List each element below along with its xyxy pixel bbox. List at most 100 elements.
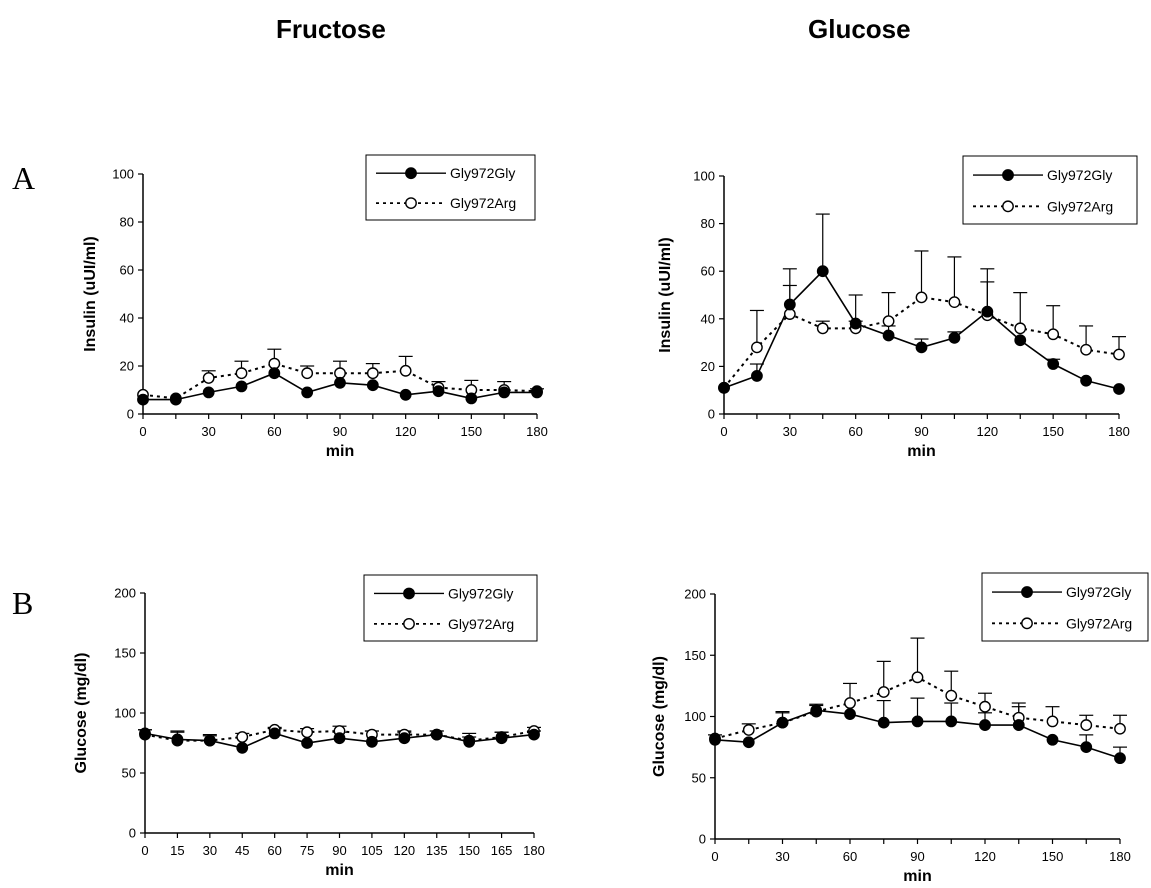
x-axis-title: min: [907, 443, 935, 460]
legend-label-gly972arg: Gly972Arg: [448, 616, 514, 632]
data-point-gly972gly: [911, 715, 924, 728]
data-point-gly972gly: [751, 370, 763, 382]
data-point-gly972gly: [399, 388, 412, 401]
x-tick-label: 150: [1042, 424, 1064, 439]
data-point-gly972gly: [202, 386, 215, 399]
column-title-glucose: Glucose: [808, 14, 911, 44]
data-point-gly972gly: [783, 298, 796, 311]
data-point-gly972gly: [1114, 752, 1126, 765]
y-tick-label: 200: [114, 586, 136, 601]
x-tick-label: 90: [910, 849, 924, 864]
x-tick-label: 150: [460, 424, 482, 439]
column-title-fructose: Fructose: [276, 14, 386, 44]
x-tick-label: 30: [203, 843, 217, 858]
data-point-gly972arg: [742, 724, 755, 736]
data-point-gly972arg: [1046, 715, 1059, 728]
data-point-gly972gly: [882, 329, 895, 342]
y-tick-label: 40: [120, 311, 134, 326]
data-point-gly972arg: [911, 671, 924, 684]
data-point-gly972gly: [334, 376, 346, 389]
legend-box: [962, 155, 1138, 225]
x-tick-label: 0: [141, 843, 148, 858]
y-tick-label: 20: [120, 359, 134, 374]
y-tick-label: 40: [701, 311, 715, 326]
x-tick-label: 15: [170, 843, 184, 858]
legend-label-gly972gly: Gly972Gly: [450, 165, 515, 181]
data-point-gly972arg: [301, 726, 313, 739]
x-tick-label: 60: [267, 843, 281, 858]
legend: Gly972Gly Gly972Arg: [363, 574, 538, 642]
legend-box: [363, 574, 538, 642]
data-point-gly972gly: [268, 727, 281, 740]
x-tick-label: 30: [775, 849, 789, 864]
x-tick-label: 180: [523, 843, 545, 858]
data-point-gly972gly: [979, 719, 991, 731]
data-point-gly972gly: [398, 732, 411, 745]
x-tick-label: 150: [1042, 849, 1064, 864]
data-point-gly972gly: [948, 331, 961, 344]
y-tick-label: 20: [701, 359, 715, 374]
legend: Gly972Gly Gly972Arg: [962, 155, 1138, 225]
legend-marker: [405, 167, 417, 180]
x-tick-label: 180: [1109, 849, 1131, 864]
data-point-gly972arg: [948, 296, 961, 309]
data-point-gly972gly: [236, 741, 249, 754]
y-tick-label: 100: [684, 709, 706, 724]
y-tick-label: 80: [120, 215, 134, 230]
data-point-gly972gly: [877, 716, 890, 729]
data-point-gly972gly: [333, 732, 346, 745]
x-tick-label: 150: [458, 843, 480, 858]
data-point-gly972gly: [709, 733, 721, 746]
y-tick-label: 0: [129, 826, 136, 841]
data-point-gly972arg: [202, 372, 215, 384]
y-tick-label: 100: [112, 167, 134, 182]
y-tick-label: 60: [701, 264, 715, 279]
data-point-gly972gly: [742, 736, 755, 749]
legend: Gly972Gly Gly972Arg: [981, 572, 1149, 642]
legend-label-gly972arg: Gly972Arg: [450, 195, 516, 211]
data-point-gly972arg: [399, 364, 412, 377]
x-axis-title: min: [325, 862, 353, 879]
y-axis-title: Glucose (mg/dl): [651, 656, 668, 777]
y-tick-label: 0: [708, 407, 715, 422]
data-point-gly972gly: [1080, 741, 1093, 754]
y-tick-label: 100: [693, 169, 715, 184]
row-label-b: B: [12, 585, 34, 621]
data-point-gly972gly: [1046, 733, 1059, 746]
data-point-gly972gly: [1080, 374, 1092, 387]
x-tick-label: 120: [393, 843, 415, 858]
data-point-gly972arg: [877, 686, 890, 698]
data-point-gly972arg: [1080, 343, 1092, 356]
data-point-gly972arg: [1113, 348, 1125, 361]
legend-label-gly972gly: Gly972Gly: [1066, 584, 1131, 600]
x-tick-label: 120: [395, 424, 417, 439]
legend-marker: [1021, 586, 1033, 598]
data-point-gly972gly: [915, 341, 928, 354]
data-point-gly972gly: [137, 393, 149, 406]
data-point-gly972gly: [1113, 383, 1125, 395]
data-point-gly972arg: [844, 697, 856, 709]
x-tick-label: 120: [976, 424, 998, 439]
x-tick-label: 180: [526, 424, 548, 439]
data-point-gly972gly: [366, 735, 378, 748]
data-point-gly972arg: [945, 689, 958, 702]
data-point-gly972arg: [1114, 722, 1126, 735]
x-tick-label: 165: [491, 843, 513, 858]
legend-label-gly972arg: Gly972Arg: [1066, 615, 1132, 631]
x-tick-label: 30: [783, 424, 797, 439]
y-tick-label: 150: [114, 646, 136, 661]
y-tick-label: 50: [122, 766, 136, 781]
row-label-a: A: [12, 160, 36, 196]
x-axis-title: min: [903, 868, 931, 885]
legend: Gly972Gly Gly972Arg: [365, 154, 536, 221]
data-point-gly972arg: [301, 367, 314, 380]
legend-label-gly972gly: Gly972Gly: [448, 585, 513, 601]
data-point-gly972gly: [810, 704, 823, 717]
legend-marker: [1021, 617, 1033, 630]
chart-panel-fructose-insulin: 0 20 40 60 80 100 0 30 60 90 120 150 180 min Insulin (…: [82, 154, 548, 460]
y-tick-label: 60: [120, 263, 134, 278]
data-point-gly972gly: [776, 716, 789, 729]
y-tick-label: 0: [127, 407, 134, 422]
y-tick-label: 200: [684, 587, 706, 602]
